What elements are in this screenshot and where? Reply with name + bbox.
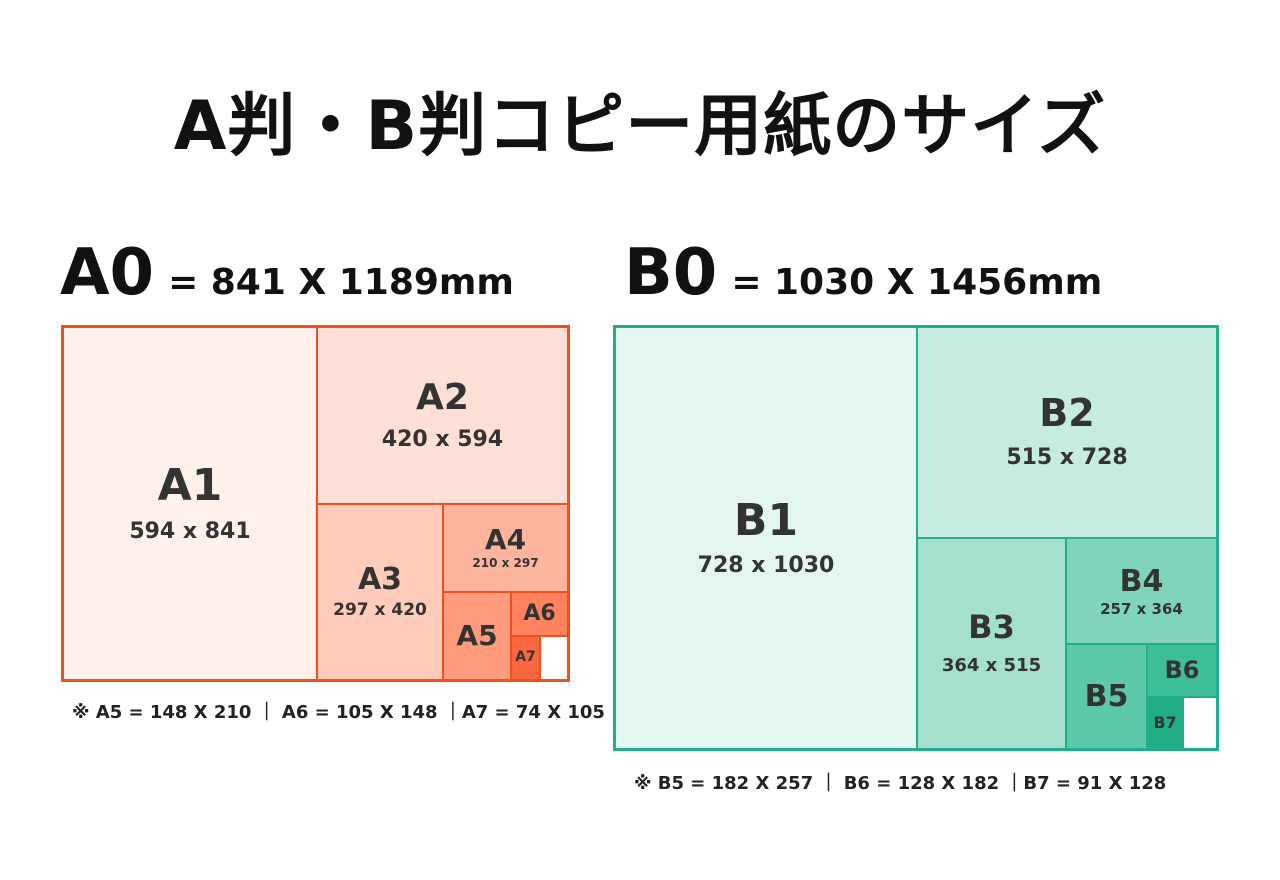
- a0-label: A0: [60, 236, 155, 310]
- a-series-note: ※ A5 = 148 X 210 ｜ A6 = 105 X 148 ｜A7 = …: [72, 702, 605, 723]
- b0-heading: B0 = 1030 X 1456mm: [624, 236, 1102, 316]
- b6-sheet: B6: [1148, 645, 1216, 696]
- a3-sheet: A3 297 x 420: [318, 505, 442, 679]
- a1-sheet: A1 594 x 841: [64, 328, 316, 679]
- a1-size: 594 x 841: [129, 518, 251, 544]
- a6-label: A6: [523, 600, 556, 626]
- a5-label: A5: [456, 618, 498, 652]
- b1-size: 728 x 1030: [697, 553, 835, 578]
- a-remainder: [541, 637, 567, 679]
- b0-dimensions: = 1030 X 1456mm: [731, 262, 1103, 303]
- a7-label: A7: [515, 649, 536, 666]
- b-series-note: ※ B5 = 182 X 257 ｜ B6 = 128 X 182 ｜B7 = …: [634, 773, 1167, 794]
- a6-sheet: A6: [512, 593, 567, 635]
- b2-sheet: B2 515 x 728: [918, 328, 1216, 537]
- b5-label: B5: [1084, 679, 1129, 714]
- b4-sheet: B4 257 x 364: [1067, 539, 1216, 643]
- b6-label: B6: [1164, 656, 1200, 685]
- b4-label: B4: [1119, 563, 1164, 599]
- a2-label: A2: [416, 376, 469, 418]
- a4-label: A4: [484, 523, 527, 557]
- b-series-diagram: B1 728 x 1030 B2 515 x 728 B3 364 x 515 …: [613, 325, 1219, 751]
- b3-size: 364 x 515: [941, 655, 1042, 677]
- a3-label: A3: [357, 562, 403, 598]
- a7-sheet: A7: [512, 637, 539, 679]
- b5-sheet: B5: [1067, 645, 1146, 748]
- a0-heading: A0 = 841 X 1189mm: [60, 236, 514, 316]
- b0-label: B0: [624, 236, 718, 310]
- a2-size: 420 x 594: [381, 427, 504, 453]
- page-title: A判・B判コピー用紙のサイズ: [173, 87, 1107, 166]
- b3-sheet: B3 364 x 515: [918, 539, 1065, 748]
- a4-sheet: A4 210 x 297: [444, 505, 567, 591]
- a-series-diagram: A1 594 x 841 A2 420 x 594 A3 297 x 420 A…: [61, 325, 570, 682]
- a5-sheet: A5: [444, 593, 510, 679]
- a2-sheet: A2 420 x 594: [318, 328, 567, 503]
- a1-label: A1: [157, 460, 223, 512]
- b1-label: B1: [733, 494, 799, 546]
- b3-label: B3: [968, 608, 1015, 647]
- a3-size: 297 x 420: [333, 600, 427, 621]
- b2-size: 515 x 728: [1006, 445, 1128, 471]
- b1-sheet: B1 728 x 1030: [616, 328, 916, 748]
- b2-label: B2: [1039, 391, 1095, 436]
- b7-label: B7: [1153, 713, 1177, 733]
- b4-size: 257 x 364: [1100, 599, 1183, 618]
- a4-size: 210 x 297: [472, 556, 539, 571]
- a0-dimensions: = 841 X 1189mm: [168, 262, 514, 303]
- b-remainder: [1184, 698, 1216, 748]
- b7-sheet: B7: [1148, 698, 1182, 748]
